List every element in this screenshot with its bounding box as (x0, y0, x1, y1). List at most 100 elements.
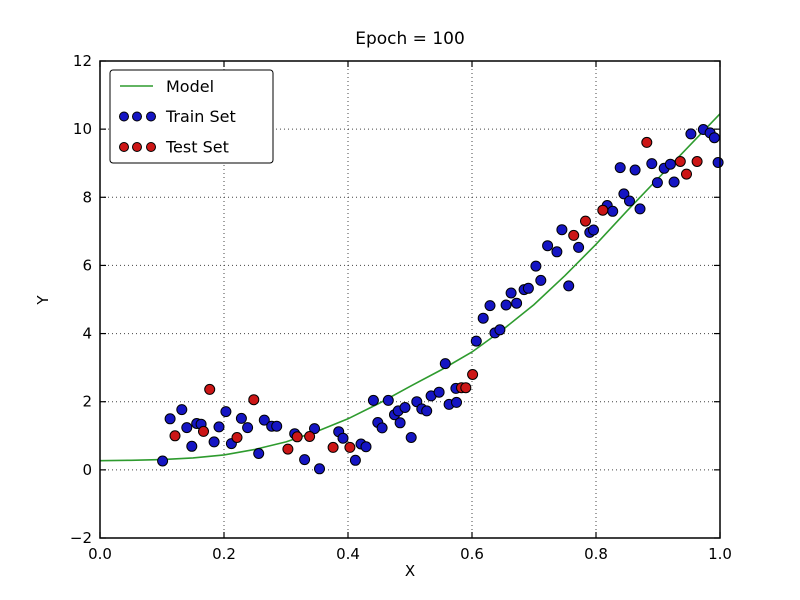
train-point (505, 287, 517, 299)
train-point (213, 421, 225, 433)
test-point (568, 229, 580, 241)
test-point (580, 215, 591, 227)
train-point (299, 454, 311, 466)
x-tick-label: 0.4 (336, 545, 360, 563)
train-point (309, 423, 320, 435)
x-tick-label: 0.8 (584, 545, 608, 563)
train-point (421, 405, 433, 417)
train-point (439, 358, 451, 370)
train-point (563, 280, 575, 292)
train-point (629, 164, 641, 176)
train-point (668, 176, 680, 188)
train-point (551, 246, 563, 258)
legend: Model Train Set Test Set (109, 69, 274, 164)
train-point (646, 158, 658, 170)
train-point (500, 299, 512, 311)
tick-marks (99, 60, 721, 539)
tick-labels: 0.0 0.2 0.4 0.6 0.8 1.0 −2 0 2 4 6 8 10 12 (70, 52, 732, 563)
axes-frame (99, 60, 721, 539)
test-point (597, 204, 609, 216)
train-point (164, 413, 176, 425)
test-point (460, 382, 472, 394)
train-point (271, 420, 283, 432)
legend-test-marker-samples (119, 142, 156, 152)
model-curve (99, 113, 721, 462)
train-point (235, 412, 247, 424)
train-point (258, 414, 270, 426)
train-point (494, 324, 506, 336)
test-point (691, 156, 703, 167)
train-point (573, 241, 585, 253)
test-point (198, 425, 209, 437)
train-point (157, 455, 169, 467)
test-point (327, 441, 339, 453)
test-point (344, 441, 356, 453)
x-tick-label: 1.0 (708, 545, 732, 563)
train-point (367, 394, 379, 406)
legend-train-marker-samples (119, 111, 156, 122)
train-point (181, 422, 193, 434)
y-tick-label: 6 (82, 256, 92, 274)
train-point (314, 463, 325, 475)
chart-title: Epoch = 100 (355, 29, 465, 49)
test-point (282, 443, 294, 455)
test-point (204, 383, 216, 395)
y-tick-label: 8 (82, 188, 92, 206)
train-point (712, 157, 724, 168)
train-point (624, 195, 635, 207)
train-point (664, 158, 676, 170)
train-point (511, 297, 523, 309)
test-point (641, 136, 653, 148)
test-point (681, 168, 692, 180)
x-tick-label: 0.0 (88, 545, 112, 563)
train-point (484, 300, 496, 312)
y-tick-label: 12 (73, 52, 92, 70)
train-point (349, 454, 361, 466)
scatter-points (157, 124, 724, 475)
test-point (467, 369, 479, 380)
train-point (337, 432, 349, 444)
y-axis-label: Y (34, 295, 52, 306)
train-point (651, 177, 663, 189)
x-axis-label: X (405, 562, 415, 580)
train-point (208, 436, 220, 448)
train-point (186, 440, 198, 452)
train-point (376, 422, 388, 434)
y-tick-label: 0 (82, 461, 92, 479)
test-point (304, 431, 316, 442)
train-point (685, 128, 697, 140)
legend-label-train: Train Set (165, 107, 236, 126)
train-point (634, 203, 646, 215)
train-point (242, 422, 254, 434)
train-point (535, 274, 547, 286)
train-point (382, 394, 394, 406)
train-point (433, 386, 445, 398)
x-tick-label: 0.2 (212, 545, 236, 563)
test-point (291, 431, 303, 443)
train-point (607, 205, 619, 217)
train-point (220, 406, 232, 418)
train-point (394, 417, 406, 429)
legend-label-model: Model (166, 77, 214, 96)
train-point (530, 260, 542, 272)
train-point (360, 441, 372, 453)
legend-box (109, 69, 274, 164)
train-point (542, 240, 554, 252)
y-tick-label: 2 (82, 393, 92, 411)
train-point (176, 404, 188, 416)
train-point (618, 188, 630, 200)
train-point (451, 396, 462, 408)
legend-label-test: Test Set (165, 138, 229, 157)
y-tick-label: 10 (73, 120, 92, 138)
test-point (248, 394, 260, 406)
test-point (674, 156, 686, 167)
train-point (477, 312, 489, 324)
train-point (614, 162, 626, 174)
train-point (253, 448, 265, 459)
train-point (399, 402, 411, 413)
y-tick-label: 4 (82, 325, 92, 343)
test-point (231, 432, 243, 443)
train-point (522, 282, 534, 294)
